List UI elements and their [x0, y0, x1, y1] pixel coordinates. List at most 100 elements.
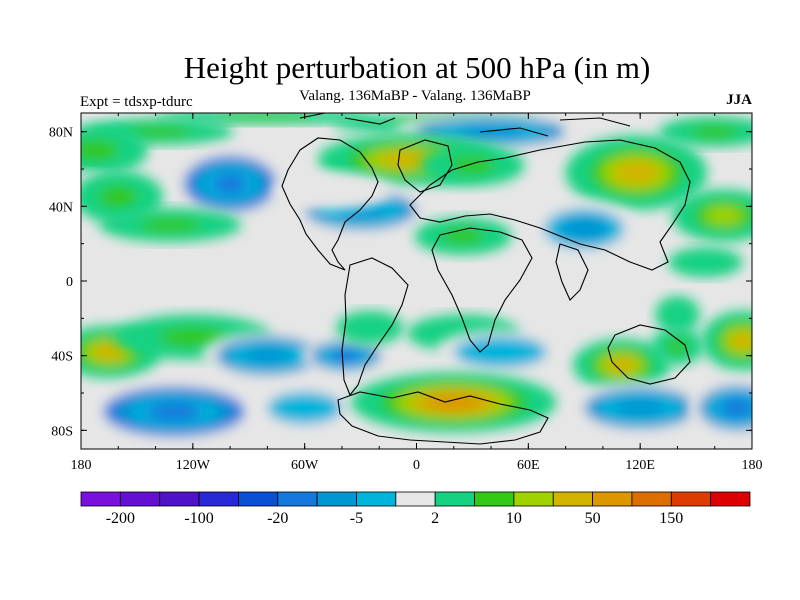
contour-band: [614, 398, 666, 418]
x-tick-label: 180: [742, 458, 763, 473]
contour-band: [126, 126, 192, 138]
x-tick-label: 180: [71, 458, 92, 473]
chart-title: Height perturbation at 500 hPa (in m): [183, 50, 651, 85]
contour-band: [719, 397, 752, 419]
contour-band: [98, 185, 138, 209]
field-feature: [336, 310, 404, 345]
field-feature: [88, 381, 260, 442]
field-feature: [435, 329, 566, 375]
contour-band: [593, 125, 669, 139]
contour-band: [690, 125, 739, 139]
contour-band: [729, 331, 752, 351]
contour-band: [81, 139, 119, 161]
contour-band: [664, 303, 691, 326]
field-feature: [688, 379, 752, 436]
y-tick-label: 80N: [49, 126, 73, 141]
colorbar-label: 50: [585, 510, 601, 527]
x-tick-label: 120E: [625, 458, 655, 473]
contour-band: [139, 217, 202, 233]
experiment-label: Expt = tdsxp-tdurc: [80, 94, 193, 110]
field-feature: [252, 385, 357, 431]
y-axis: 80N 40N 0 40S 80S: [49, 126, 752, 439]
y-tick-label: 0: [66, 275, 73, 290]
colorbar-label: -100: [184, 510, 213, 527]
field-feature: [174, 150, 287, 218]
contour-band: [560, 216, 609, 241]
coastline-australia: [607, 324, 691, 385]
colorbar-label: 150: [659, 510, 683, 527]
contour-band: [666, 338, 689, 355]
contour-band: [683, 253, 727, 271]
field-feature: [202, 331, 333, 380]
coastline-antarctica: [337, 391, 549, 445]
y-tick-label: 80S: [51, 424, 73, 439]
field-feature: [351, 372, 557, 433]
contour-band: [243, 346, 292, 365]
x-tick-label: 60E: [517, 458, 540, 473]
colorbar-swatch: [552, 491, 593, 507]
contour-band: [212, 173, 249, 195]
field-feature: [655, 295, 700, 334]
contour-band: [442, 228, 485, 245]
coastline-eurasia: [409, 139, 691, 271]
x-axis: 180 120W 60W 0 60E 120E 180: [71, 113, 763, 473]
colorbar-swatch: [80, 491, 121, 507]
colorbar-label: 2: [431, 510, 439, 527]
contour-band: [449, 156, 496, 175]
colorbar-swatch: [238, 491, 279, 507]
colorbar-label: -200: [106, 510, 135, 527]
x-tick-label: 60W: [291, 458, 319, 473]
x-tick-label: 0: [413, 458, 420, 473]
contour-band: [298, 180, 367, 203]
field-feature: [99, 208, 242, 242]
colorbar-swatch: [592, 491, 633, 507]
contour-band: [455, 124, 527, 139]
chart-subtitle: Valang. 136MaBP - Valang. 136MaBP: [299, 88, 531, 104]
coastline-greenland: [397, 139, 453, 193]
field-feature: [651, 327, 704, 366]
field-feature: [272, 172, 393, 211]
contour-band: [92, 343, 126, 361]
contour-band: [350, 318, 390, 338]
contour-band: [613, 160, 660, 185]
coastline-india: [555, 243, 589, 301]
colorbar-label: -20: [267, 510, 288, 527]
field-feature: [414, 217, 512, 255]
field-feature: [528, 200, 641, 257]
x-tick-label: 120W: [176, 458, 211, 473]
coastlines: [281, 113, 691, 445]
colorbar-swatch: [277, 491, 318, 507]
plot-area: 180 120W 60W 0 60E 120E 180 80N 40N 0 40S 80S: [49, 112, 763, 473]
field-feature: [701, 310, 752, 371]
colorbar: -200 -100 -20 -5 2 10 50 150: [80, 491, 751, 527]
colorbar-label: 10: [506, 510, 522, 527]
contour-band: [218, 113, 316, 120]
colorbar-swatch: [710, 491, 751, 507]
colorbar-swatch: [513, 491, 554, 507]
field-feature: [300, 337, 391, 375]
contour-band: [705, 206, 743, 226]
colorbar-label: -5: [350, 510, 363, 527]
coastline-south-america: [341, 257, 409, 397]
colorbar-swatch: [670, 491, 712, 507]
colorbar-swatch: [474, 491, 515, 507]
contour-band: [606, 356, 638, 374]
coastline-arctic-islands: [299, 113, 631, 137]
contour-band: [146, 402, 202, 422]
y-tick-label: 40N: [49, 200, 73, 215]
season-label: JJA: [726, 92, 752, 108]
colorbar-swatch: [434, 491, 475, 507]
field-feature: [658, 116, 752, 147]
contour-band: [329, 348, 362, 363]
y-tick-label: 40S: [51, 350, 73, 365]
coastline-north-america: [281, 137, 379, 271]
colorbar-swatch: [119, 491, 161, 507]
field-feature: [569, 381, 711, 435]
field-feature: [573, 338, 670, 392]
field-feature: [81, 126, 149, 175]
field-feature: [668, 247, 743, 278]
contour-band: [158, 327, 227, 347]
colorbar-swatch: [198, 491, 239, 507]
field-feature: [565, 135, 708, 211]
